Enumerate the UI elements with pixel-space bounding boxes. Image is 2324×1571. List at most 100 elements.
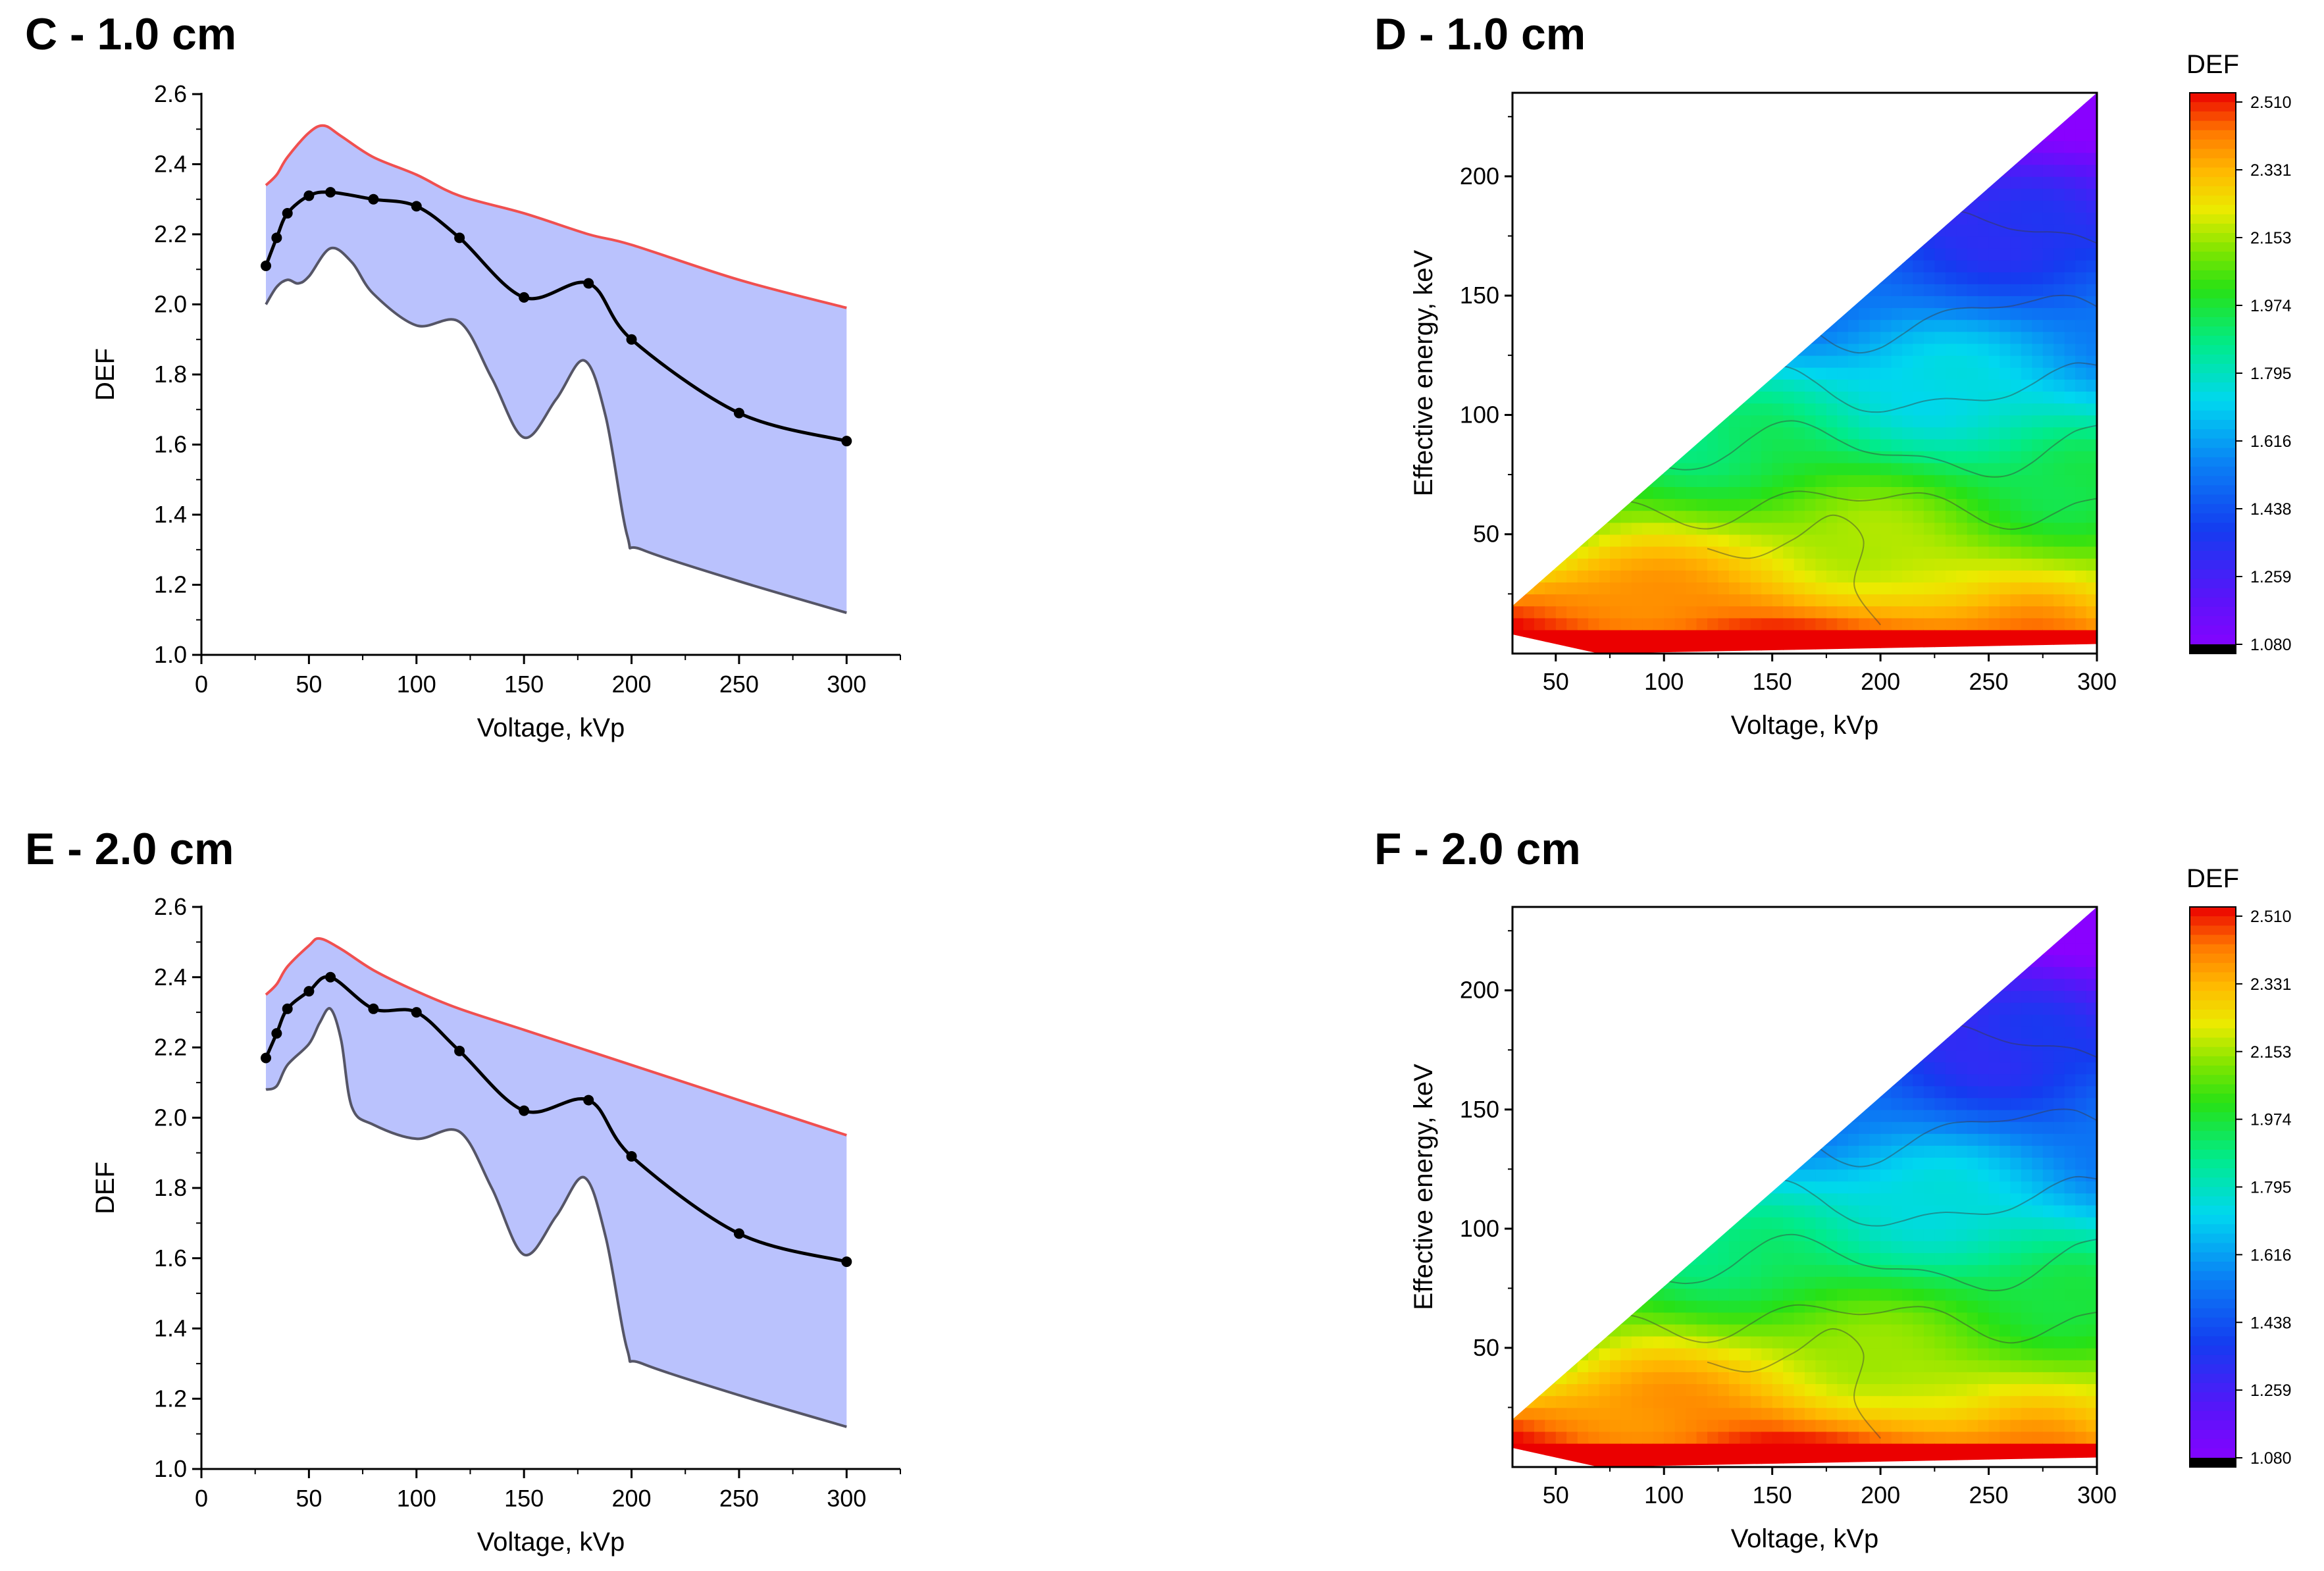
heatmap-cell <box>2000 1241 2011 1253</box>
heatmap-cell <box>1696 438 1708 451</box>
heatmap-cell <box>2075 319 2087 332</box>
heatmap-cell <box>1805 1145 1817 1158</box>
heatmap-cell <box>1631 1109 1643 1122</box>
heatmap-cell <box>1967 617 1978 631</box>
heatmap-cell <box>1631 582 1643 595</box>
heatmap-cell <box>1783 1085 1795 1098</box>
heatmap-cell <box>1826 463 1838 475</box>
heatmap-cell <box>2086 331 2097 344</box>
heatmap-cell <box>2010 570 2022 582</box>
colorbar-segment <box>2190 149 2236 159</box>
heatmap-cell <box>1707 1252 1719 1265</box>
heatmap-cell <box>1696 1360 1708 1372</box>
heatmap-cell <box>1761 140 1773 153</box>
heatmap-cell <box>1653 1073 1665 1087</box>
heatmap-cell <box>1642 1073 1654 1087</box>
heatmap-cell <box>1686 116 1697 130</box>
heatmap-cell <box>1978 164 1990 177</box>
heatmap-cell <box>1891 1264 1903 1277</box>
heatmap-cell <box>1512 284 1524 296</box>
heatmap-cell <box>1805 1383 1817 1397</box>
heatmap-cell <box>1772 1181 1784 1194</box>
heatmap-cell <box>1859 1407 1871 1420</box>
heatmap-cell <box>1653 641 1665 654</box>
heatmap-cell <box>2000 1157 2011 1170</box>
heatmap-cell <box>2064 426 2076 440</box>
heatmap-cell <box>1718 403 1730 416</box>
heatmap-cell <box>1988 966 2000 979</box>
heatmap-cell <box>1512 343 1524 356</box>
heatmap-cell <box>1631 116 1643 130</box>
heatmap-cell <box>1945 931 1957 944</box>
heatmap-cell <box>2053 343 2065 356</box>
heatmap-cell <box>1837 403 1849 416</box>
heatmap-cell <box>1923 105 1936 117</box>
heatmap-cell <box>1718 1002 1730 1015</box>
heatmap-cell <box>1923 1216 1936 1229</box>
heatmap-cell <box>1674 1133 1686 1146</box>
heatmap-cell <box>1837 284 1849 296</box>
heatmap-cell <box>2064 558 2076 571</box>
heatmap-cell <box>1577 105 1589 117</box>
heatmap-cell <box>1837 1157 1849 1170</box>
heatmap-cell <box>1847 570 1859 582</box>
heatmap-cell <box>1728 907 1741 919</box>
heatmap-cell <box>1674 1252 1686 1265</box>
heatmap-cell <box>1815 1109 1827 1122</box>
heatmap-cell <box>1934 426 1946 440</box>
heatmap-cell <box>1674 1360 1686 1372</box>
heatmap-cell <box>1674 426 1686 440</box>
heatmap-cell <box>1566 1073 1578 1087</box>
heatmap-cell <box>1631 1181 1643 1194</box>
heatmap-cell <box>1956 1252 1968 1265</box>
heatmap-cell <box>1686 1097 1697 1110</box>
heatmap-cell <box>1555 907 1567 919</box>
heatmap-cell <box>1512 1014 1524 1027</box>
heatmap-cell <box>2075 116 2087 130</box>
heatmap-cell <box>1923 367 1936 380</box>
heatmap-cell <box>1761 284 1773 296</box>
heatmap-cell <box>2053 224 2065 237</box>
heatmap-cell <box>1913 1193 1924 1206</box>
heatmap-cell <box>1728 1383 1741 1397</box>
heatmap-cell <box>1512 978 1524 991</box>
heatmap-cell <box>1826 942 1838 956</box>
heatmap-cell <box>1880 954 1892 967</box>
heatmap-cell <box>1588 498 1600 511</box>
heatmap-cell <box>2064 391 2076 404</box>
heatmap-cell <box>1664 1241 1676 1253</box>
heatmap-cell <box>1707 284 1719 296</box>
heatmap-cell <box>1674 1241 1686 1253</box>
heatmap-cell <box>2000 1181 2011 1194</box>
heatmap-cell <box>1653 907 1665 919</box>
heatmap-cell <box>1945 1455 1957 1467</box>
heatmap-cell <box>1967 919 1978 931</box>
heatmap-cell <box>1653 1383 1665 1397</box>
heatmap-cell <box>1620 1014 1632 1027</box>
heatmap-cell <box>1978 475 1990 487</box>
heatmap-cell <box>2086 498 2097 511</box>
heatmap-cell <box>1913 1288 1924 1301</box>
heatmap-cell <box>1967 450 1978 463</box>
heatmap-cell <box>1534 355 1546 368</box>
heatmap-cell <box>1869 1038 1881 1051</box>
heatmap-cell <box>1599 1038 1611 1051</box>
heatmap-cell <box>1815 1443 1827 1456</box>
heatmap-cell <box>1740 271 1751 284</box>
heatmap-cell <box>1978 582 1990 595</box>
heatmap-cell <box>1805 1121 1817 1134</box>
heatmap-cell <box>1555 546 1567 559</box>
heatmap-cell <box>1880 919 1892 931</box>
heatmap-cell <box>1740 1455 1751 1467</box>
heatmap-cell <box>1696 1014 1708 1027</box>
heatmap-cell <box>1642 510 1654 523</box>
heatmap-cell <box>2053 284 2065 296</box>
heatmap-cell <box>1880 1062 1892 1075</box>
heatmap-cell <box>1664 450 1676 463</box>
mean-point: 80 kVp: 2.3 <box>368 193 379 205</box>
heatmap-cell <box>1934 558 1946 571</box>
heatmap-cell <box>2042 605 2054 619</box>
heatmap-cell <box>1523 1383 1535 1397</box>
heatmap-cell <box>1988 919 2000 931</box>
heatmap-cell <box>1566 116 1578 130</box>
